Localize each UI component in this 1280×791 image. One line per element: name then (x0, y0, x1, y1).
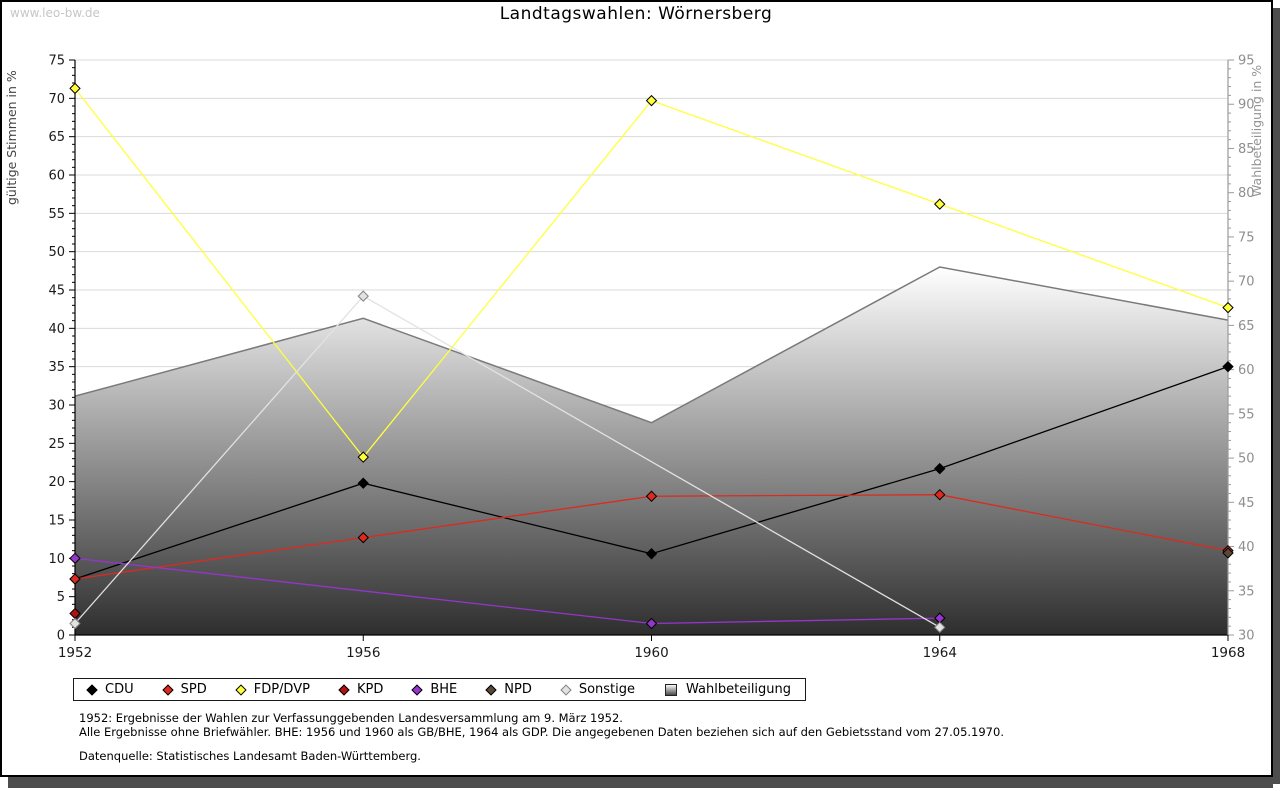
legend-label: SPD (180, 682, 207, 697)
svg-text:75: 75 (1238, 230, 1255, 245)
svg-text:55: 55 (1238, 407, 1255, 422)
svg-text:25: 25 (48, 437, 65, 452)
legend-item-wahlbeteiligung: Wahlbeteiligung (665, 682, 791, 697)
footnotes: 1952: Ergebnisse der Wahlen zur Verfassu… (79, 711, 1004, 739)
watermark-url: www.leo-bw.de (10, 6, 100, 20)
legend-label: FDP/DVP (253, 682, 310, 697)
svg-text:60: 60 (48, 169, 65, 184)
svg-text:45: 45 (48, 284, 65, 299)
svg-text:40: 40 (1238, 540, 1255, 555)
svg-text:95: 95 (1238, 54, 1255, 69)
datasource-note: Datenquelle: Statistisches Landesamt Bad… (79, 749, 421, 763)
svg-text:75: 75 (48, 54, 65, 69)
svg-text:1956: 1956 (346, 645, 380, 661)
chart-title: Landtagswahlen: Wörnersberg (499, 4, 773, 24)
svg-text:70: 70 (48, 92, 65, 107)
svg-text:Wahlbeteiligung in %: Wahlbeteiligung in % (1249, 65, 1264, 197)
series-diamond-icon (485, 683, 497, 696)
series-diamond-icon (161, 683, 174, 696)
series-diamond-icon (235, 683, 247, 696)
series-diamond-icon (338, 683, 350, 696)
svg-text:60: 60 (1238, 363, 1255, 378)
svg-text:35: 35 (1238, 584, 1255, 599)
svg-text:1964: 1964 (923, 645, 957, 661)
legend-label: CDU (105, 682, 134, 697)
legend-item-kpd: KPD (338, 682, 384, 697)
legend-label: Wahlbeteiligung (686, 682, 792, 697)
election-chart: 0 5 10 15 20 25 30 35 40 45 50 55 60 65 70 75 30 35 40 45 50… (4, 54, 1264, 662)
svg-text:40: 40 (48, 322, 65, 337)
frame-shadow-bottom (8, 777, 1273, 788)
svg-text:1960: 1960 (634, 645, 668, 661)
svg-text:90: 90 (1238, 98, 1255, 113)
svg-text:80: 80 (1238, 186, 1255, 201)
legend-item-fdp-dvp: FDP/DVP (235, 682, 310, 697)
footnote-line-2: Alle Ergebnisse ohne Briefwähler. BHE: 1… (79, 724, 1004, 739)
legend-label: Sonstige (578, 682, 636, 697)
frame-shadow-right (1273, 8, 1280, 784)
svg-text:1968: 1968 (1211, 645, 1245, 661)
svg-text:45: 45 (1238, 496, 1255, 511)
legend-label: NPD (504, 682, 532, 697)
svg-text:0: 0 (57, 629, 65, 644)
svg-text:1952: 1952 (58, 645, 92, 661)
legend-item-cdu: CDU (86, 682, 134, 697)
svg-text:10: 10 (48, 552, 65, 567)
legend-item-bhe: BHE (411, 682, 458, 697)
legend-item-npd: NPD (485, 682, 532, 697)
svg-text:5: 5 (57, 590, 65, 605)
svg-text:30: 30 (48, 399, 65, 414)
svg-text:55: 55 (48, 207, 65, 222)
turnout-square-icon (665, 683, 678, 696)
svg-text:65: 65 (48, 130, 65, 145)
svg-text:20: 20 (48, 475, 65, 490)
series-diamond-icon (86, 683, 98, 696)
svg-text:35: 35 (48, 360, 65, 375)
svg-text:65: 65 (1238, 319, 1255, 334)
svg-text:15: 15 (48, 514, 65, 529)
svg-text:85: 85 (1238, 142, 1255, 157)
svg-text:gültige Stimmen in %: gültige Stimmen in % (4, 70, 19, 205)
legend-label: KPD (356, 682, 384, 697)
series-diamond-icon (411, 683, 423, 696)
legend-item-sonstige: Sonstige (560, 682, 636, 697)
svg-text:30: 30 (1238, 629, 1255, 644)
svg-text:70: 70 (1238, 275, 1255, 290)
svg-text:50: 50 (1238, 452, 1255, 467)
footnote-line-1: 1952: Ergebnisse der Wahlen zur Verfassu… (79, 711, 623, 725)
svg-text:50: 50 (48, 245, 65, 260)
legend-label: BHE (430, 682, 458, 697)
legend: CDU SPD FDP/DVP KPD BHE NPD Sonstige Wahlbeteil… (73, 678, 807, 701)
legend-item-spd: SPD (161, 682, 207, 697)
series-diamond-icon (560, 683, 572, 696)
